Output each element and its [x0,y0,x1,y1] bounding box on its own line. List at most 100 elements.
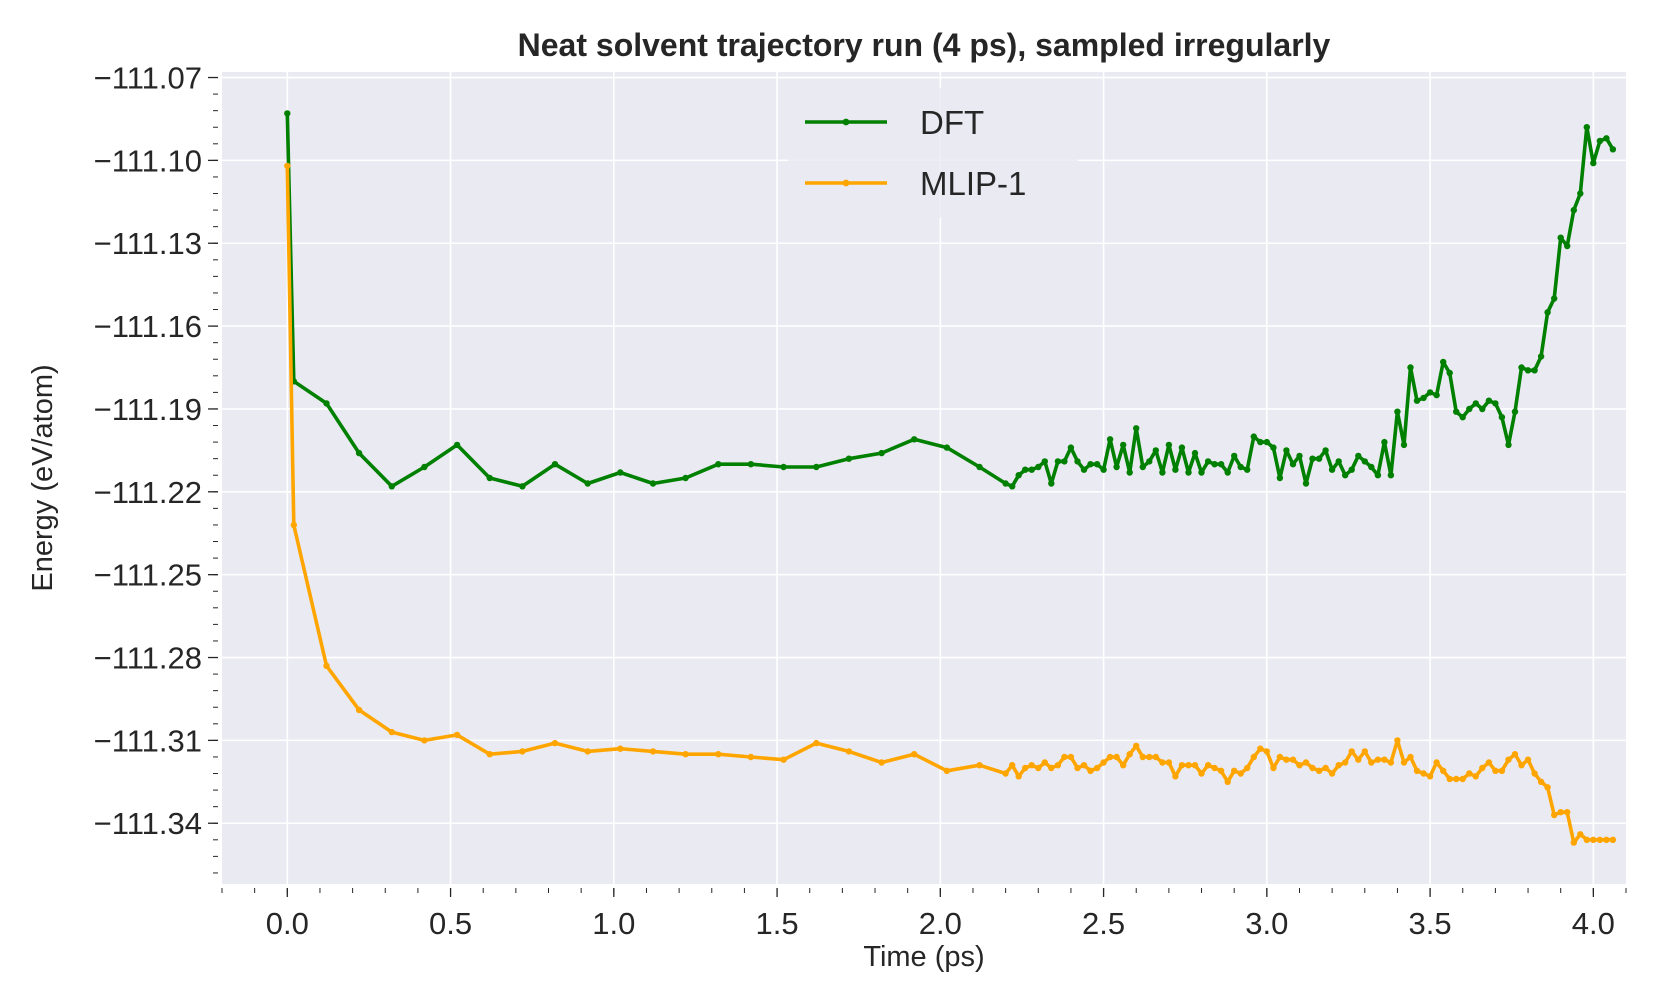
data-point-mlip-1 [1146,753,1153,761]
data-point-dft [1537,353,1545,360]
data-point-dft [1133,425,1140,432]
data-point-dft [1152,447,1160,454]
data-point-mlip-1 [780,756,787,763]
data-point-mlip-1 [284,162,291,170]
data-point-dft [1413,397,1421,404]
data-point-dft [1204,458,1212,465]
data-point-dft [813,463,820,471]
data-point-mlip-1 [1100,759,1107,766]
data-point-mlip-1 [1283,756,1290,763]
data-point-mlip-1 [1531,770,1538,777]
data-point-mlip-1 [486,751,493,758]
y-tick-label: −111.31 [94,723,202,758]
data-point-dft [1113,463,1120,471]
data-point-mlip-1 [388,728,395,736]
data-point-mlip-1 [1015,773,1022,780]
data-point-dft [1551,295,1558,302]
data-point-mlip-1 [551,739,559,747]
data-point-dft [747,461,755,468]
data-point-dft [1374,472,1382,479]
data-point-dft [551,461,559,468]
data-point-dft [1289,461,1297,468]
data-point-mlip-1 [1590,836,1597,843]
data-point-dft [1335,458,1342,465]
data-point-mlip-1 [1433,759,1440,766]
data-point-dft [1100,466,1107,473]
data-point-mlip-1 [1080,762,1088,769]
data-point-mlip-1 [1296,762,1303,769]
x-tick-label: 2.0 [919,906,962,941]
data-point-dft [878,449,885,457]
data-point-mlip-1 [682,751,689,758]
data-point-dft [780,463,787,471]
data-point-dft [1342,472,1349,479]
data-point-mlip-1 [1485,759,1493,766]
x-tick-label: 1.0 [592,906,635,941]
data-point-mlip-1 [1276,753,1284,761]
data-point-dft [1054,458,1062,465]
data-point-dft [1106,436,1114,443]
data-point-dft [486,474,493,482]
data-point-dft [1518,364,1525,371]
data-point-dft [1407,364,1414,371]
data-point-dft [1198,469,1205,476]
data-point-dft [1381,438,1388,446]
data-point-mlip-1 [1544,784,1551,791]
data-point-mlip-1 [1374,756,1382,763]
chart-title: Neat solvent trajectory run (4 ps), samp… [518,27,1331,63]
data-point-dft [649,480,657,487]
data-point-dft [1309,455,1316,462]
data-point-mlip-1 [1342,759,1349,766]
data-point-mlip-1 [1446,775,1453,783]
data-point-mlip-1 [1459,775,1466,783]
data-point-dft [1590,159,1597,167]
data-point-mlip-1 [1204,762,1212,769]
data-point-mlip-1 [453,731,461,739]
data-point-mlip-1 [649,748,657,755]
legend-marker-dft [842,118,850,126]
data-point-dft [1603,135,1610,142]
data-point-dft [355,449,363,457]
data-point-dft [1263,438,1271,446]
legend-label-mlip-1: MLIP-1 [920,165,1026,202]
data-point-mlip-1 [1322,764,1329,772]
data-point-dft [911,436,918,443]
data-point-dft [845,455,853,462]
data-point-mlip-1 [813,739,820,747]
data-point-dft [1609,146,1617,153]
data-point-dft [1002,480,1009,487]
y-tick-label: −111.07 [94,61,202,96]
data-point-mlip-1 [1479,764,1486,772]
data-point-mlip-1 [1537,778,1545,785]
data-point-mlip-1 [1061,753,1068,761]
legend-label-dft: DFT [920,104,984,141]
data-point-mlip-1 [1453,775,1460,783]
data-point-dft [1237,463,1244,471]
data-point-dft [1165,441,1173,449]
data-point-dft [1021,466,1029,473]
data-point-dft [1028,466,1035,473]
data-point-dft [1067,444,1075,451]
x-tick-label: 0.0 [266,906,309,941]
data-point-mlip-1 [1407,753,1414,761]
y-tick-label: −111.16 [94,309,202,344]
data-point-mlip-1 [1087,767,1094,774]
data-point-dft [1250,433,1258,440]
y-axis-label: Energy (eV/atom) [27,364,59,591]
data-point-mlip-1 [1224,778,1231,785]
data-point-mlip-1 [747,753,755,761]
data-point-mlip-1 [1152,753,1160,761]
data-point-mlip-1 [421,737,428,744]
data-point-mlip-1 [1054,762,1062,769]
data-point-dft [1524,367,1532,374]
data-point-dft [1322,447,1329,454]
data-point-mlip-1 [1106,753,1114,761]
data-point-mlip-1 [1420,770,1427,777]
data-point-mlip-1 [1211,764,1218,772]
data-point-mlip-1 [1172,773,1179,780]
data-point-mlip-1 [1498,767,1506,774]
data-point-dft [1159,469,1166,476]
data-point-dft [1172,466,1179,473]
data-point-dft [1387,472,1395,479]
data-point-mlip-1 [911,751,918,758]
